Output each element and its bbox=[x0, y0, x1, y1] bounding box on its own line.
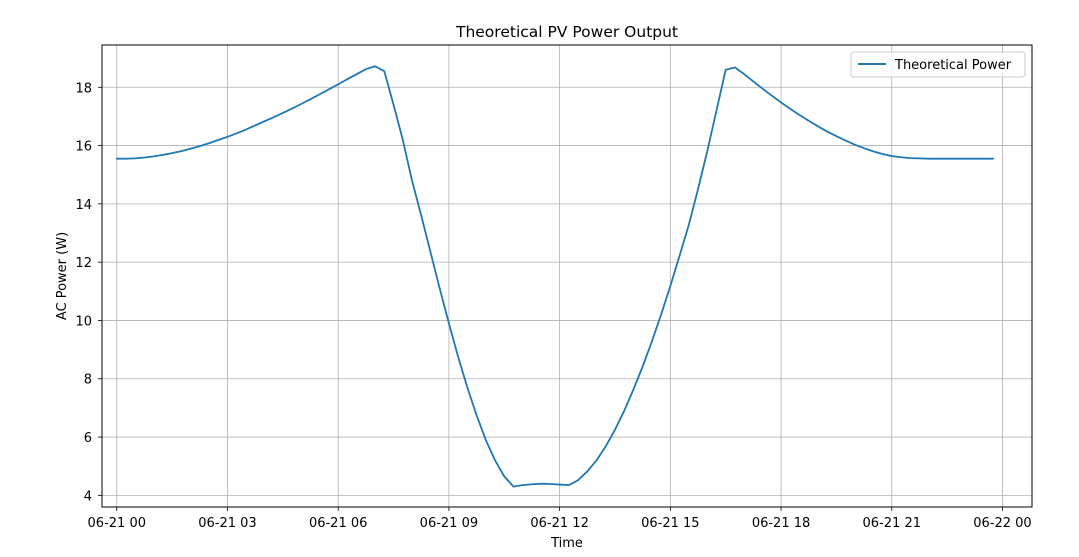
y-tick-label: 14 bbox=[75, 198, 92, 213]
y-tick-label: 10 bbox=[75, 314, 92, 329]
y-axis-ticks: 4 6 8 10 12 14 16 18 bbox=[75, 81, 102, 504]
x-tick-label: 06-21 15 bbox=[641, 516, 699, 531]
y-tick-label: 6 bbox=[84, 431, 92, 446]
x-tick-label: 06-21 00 bbox=[88, 516, 146, 531]
x-tick-label: 06-21 09 bbox=[420, 516, 478, 531]
legend-box bbox=[850, 51, 1026, 78]
y-tick-label: 18 bbox=[75, 81, 92, 96]
x-tick-label: 06-21 21 bbox=[863, 516, 921, 531]
chart-title: Theoretical PV Power Output bbox=[455, 23, 678, 41]
y-tick-label: 4 bbox=[84, 489, 92, 504]
x-axis-title: Time bbox=[550, 536, 583, 551]
x-tick-label: 06-21 06 bbox=[309, 516, 367, 531]
x-tick-label: 06-22 00 bbox=[973, 516, 1031, 531]
y-tick-label: 8 bbox=[84, 373, 92, 388]
series-layer bbox=[115, 65, 995, 488]
x-tick-label: 06-21 03 bbox=[198, 516, 256, 531]
grid-lines bbox=[102, 45, 1032, 507]
y-axis-title: AC Power (W) bbox=[55, 232, 70, 320]
y-tick-label: 12 bbox=[75, 256, 92, 271]
legend: Theoretical Power bbox=[850, 51, 1026, 78]
x-axis-ticks: 06-21 00 06-21 03 06-21 06 06-21 09 06-21 12… bbox=[88, 507, 1032, 531]
plot-area-frame bbox=[101, 44, 1033, 508]
legend-entry-theoretical-power: Theoretical Power bbox=[894, 58, 1012, 73]
x-tick-label: 06-21 18 bbox=[752, 516, 810, 531]
series-line-theoretical-power bbox=[115, 65, 995, 488]
x-tick-label: 06-21 12 bbox=[530, 516, 588, 531]
y-tick-label: 16 bbox=[75, 140, 92, 155]
